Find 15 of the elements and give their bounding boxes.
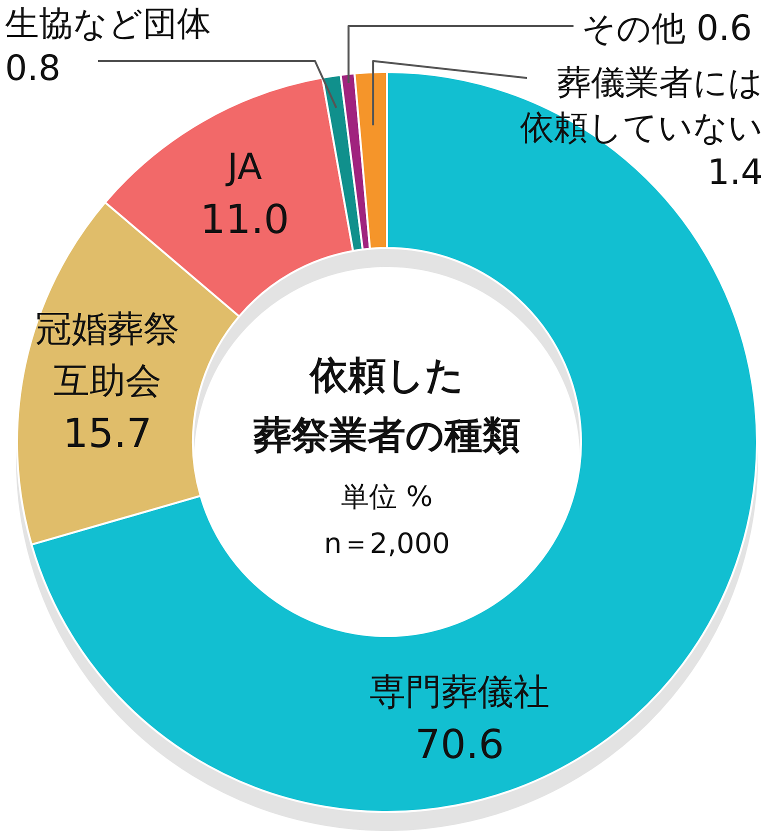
slice-label: その他 [582,9,686,49]
slice-label: 生協など団体 [5,3,211,46]
slice-label: JA [227,146,262,190]
text: 依頼した葬祭業者の種類 [254,352,520,459]
data-label: 15.7 [62,410,152,459]
text: 単位 % [341,479,433,515]
slice-label: 専門葬儀社 [370,670,550,715]
data-label: 11.0 [200,196,290,245]
slice-label: 冠婚葬祭互助会 [35,308,180,404]
data-label: 1.4 [706,152,763,195]
data-label: 0.6 [696,9,752,49]
slice-label: 葬儀業者には依頼していない [520,62,763,150]
text: n＝2,000 [324,526,450,562]
data-label: 0.8 [5,48,62,91]
data-label: 70.6 [415,720,504,770]
